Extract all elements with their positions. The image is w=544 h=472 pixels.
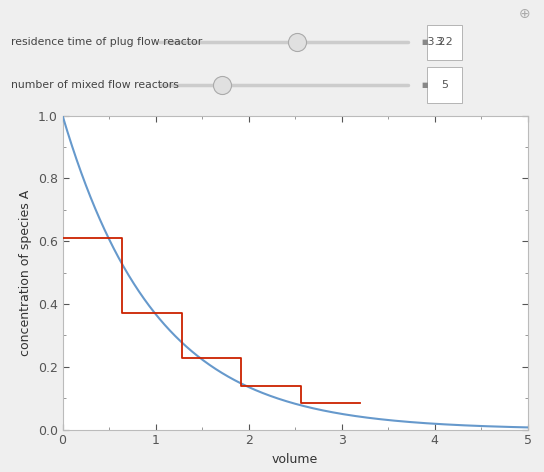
Text: number of mixed flow reactors: number of mixed flow reactors [11,80,179,90]
FancyBboxPatch shape [427,25,462,60]
Text: ■: ■ [422,40,428,45]
FancyBboxPatch shape [427,67,462,103]
Y-axis label: concentration of species A: concentration of species A [19,189,32,356]
Text: ⊕: ⊕ [518,7,530,21]
Text: 3.2: 3.2 [424,37,446,48]
Text: 3.2: 3.2 [436,37,453,48]
Text: 5: 5 [441,80,448,90]
Text: residence time of plug flow reactor: residence time of plug flow reactor [11,37,202,48]
Text: ■: ■ [422,82,428,88]
X-axis label: volume: volume [272,453,318,466]
